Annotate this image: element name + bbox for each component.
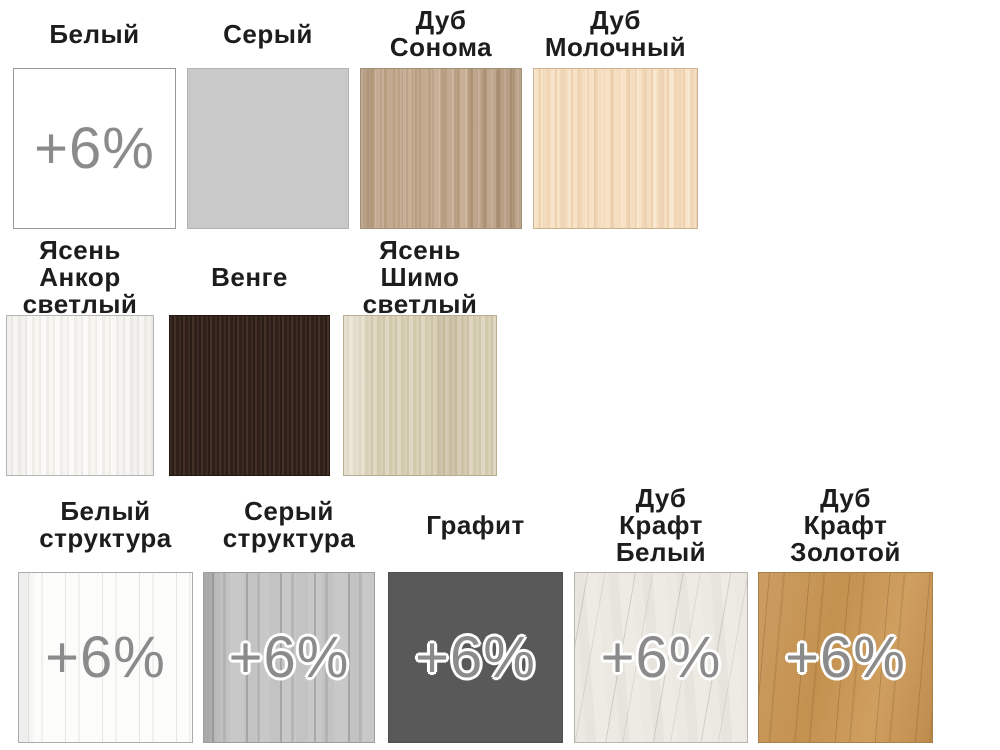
- swatch-label-line: Дуб: [820, 482, 871, 513]
- swatch-label: Дуб Крафт Белый: [574, 478, 748, 572]
- swatch-label-line: Дуб: [635, 482, 687, 513]
- surcharge-badge: +6%: [600, 625, 722, 690]
- swatch-label-line: Венге: [211, 262, 288, 292]
- swatch-label-line: светлый: [362, 289, 478, 319]
- swatch-label-line: Дуб: [415, 5, 467, 35]
- swatch-label-line: Шимо: [380, 262, 460, 292]
- swatch-oak-craft-white[interactable]: +6%: [574, 572, 748, 743]
- swatch-wenge[interactable]: [169, 315, 330, 476]
- swatch-tile-white: Белый +6%: [13, 0, 176, 229]
- swatch-label-line: Анкор: [39, 262, 121, 292]
- swatch-oak-sonoma[interactable]: [360, 68, 522, 229]
- swatch-label-line: Ясень: [379, 235, 461, 265]
- swatch-tile-ash-anchor-light: Ясень Анкор светлый: [6, 235, 154, 476]
- swatch-label: Ясень Шимо светлый: [343, 235, 497, 319]
- swatch-label-line: Серый: [244, 496, 334, 526]
- swatch-label-line: Молочный: [544, 32, 687, 62]
- swatch-tile-ash-shimo-light: Ясень Шимо светлый: [343, 235, 497, 476]
- swatch-tile-oak-sonoma: Дуб Сонома: [360, 0, 522, 229]
- swatch-label: Графит: [388, 478, 563, 572]
- swatch-label-line: Серый: [223, 18, 313, 49]
- surcharge-badge: +6%: [785, 625, 906, 690]
- swatch-tile-graphite: Графит +6%: [388, 478, 563, 743]
- swatch-label-line: Крафт: [803, 509, 888, 540]
- swatch-tile-oak-milky: Дуб Молочный: [533, 0, 698, 229]
- swatch-label-line: Белый: [615, 536, 707, 567]
- swatch-label-line: Крафт: [619, 509, 703, 540]
- swatch-oak-milky[interactable]: [533, 68, 698, 229]
- swatch-label-line: Дуб: [590, 5, 641, 35]
- swatch-oak-craft-gold[interactable]: +6%: [758, 572, 933, 743]
- swatch-tile-gray: Серый: [187, 0, 349, 229]
- swatch-label-line: Сонома: [389, 32, 493, 62]
- swatch-tile-oak-craft-white: Дуб Крафт Белый +6%: [574, 478, 748, 743]
- swatch-tile-oak-craft-gold: Дуб Крафт Золотой +6%: [758, 478, 933, 743]
- swatch-label: Серый: [187, 0, 349, 68]
- swatch-label: Серый структура: [203, 478, 375, 572]
- swatch-tile-wenge: Венге: [169, 240, 330, 476]
- surcharge-badge: +6%: [415, 625, 536, 690]
- swatch-ash-shimo-light[interactable]: [343, 315, 497, 476]
- swatch-tile-gray-structure: Серый структура +6%: [203, 478, 375, 743]
- swatch-label-line: Белый: [49, 18, 140, 49]
- surcharge-badge: +6%: [228, 625, 350, 690]
- swatch-graphite[interactable]: +6%: [388, 572, 563, 743]
- swatch-label-line: Графит: [426, 509, 525, 540]
- swatch-label: Белый структура: [18, 478, 193, 572]
- swatch-gray[interactable]: [187, 68, 349, 229]
- swatch-white[interactable]: +6%: [13, 68, 176, 229]
- swatch-label-line: светлый: [22, 289, 138, 319]
- swatch-label-line: структура: [222, 523, 356, 553]
- swatch-label-line: Золотой: [790, 536, 901, 567]
- swatch-white-structure[interactable]: +6%: [18, 572, 193, 743]
- swatch-label-line: Ясень: [39, 235, 121, 265]
- swatch-label: Белый: [13, 0, 176, 68]
- swatch-ash-anchor-light[interactable]: [6, 315, 154, 476]
- swatch-label-line: Белый: [60, 496, 151, 526]
- surcharge-badge: +6%: [45, 625, 166, 690]
- surcharge-badge: +6%: [34, 116, 155, 181]
- swatch-gray-structure[interactable]: +6%: [203, 572, 375, 743]
- swatch-tile-white-structure: Белый структура +6%: [18, 478, 193, 743]
- swatch-label: Ясень Анкор светлый: [6, 235, 154, 319]
- swatch-label: Венге: [169, 240, 330, 315]
- swatch-label-line: структура: [39, 523, 172, 553]
- swatch-label: Дуб Крафт Золотой: [758, 478, 933, 572]
- swatch-label: Дуб Сонома: [360, 0, 522, 68]
- swatch-label: Дуб Молочный: [533, 0, 698, 68]
